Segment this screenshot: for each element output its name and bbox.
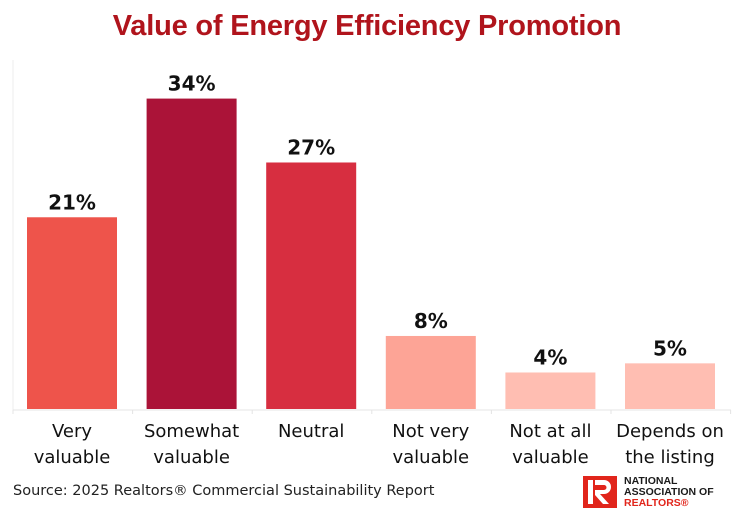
category-label: Somewhat — [144, 421, 239, 442]
category-label: Depends on — [616, 421, 724, 442]
bar — [385, 335, 476, 409]
data-label: 8% — [414, 309, 448, 333]
bar-chart: 21% 34% 27% 8% 4% 5% Very valuable Somewhat valu… — [12, 60, 732, 468]
source-note: Source: 2025 Realtors® Commercial Sustai… — [13, 483, 435, 499]
logo-line-2: ASSOCIATION OF — [624, 485, 714, 498]
bar — [146, 98, 237, 409]
category-label: Very — [52, 421, 92, 442]
nar-logo: NATIONAL ASSOCIATION OF REALTORS® — [583, 475, 714, 509]
data-label: 5% — [653, 336, 687, 360]
category-label: valuable — [392, 447, 469, 468]
category-label: valuable — [153, 447, 230, 468]
bar — [27, 217, 117, 409]
bar — [266, 162, 357, 409]
logo-line-3: REALTORS® — [624, 496, 689, 509]
data-label: 34% — [168, 72, 216, 96]
realtor-r-icon — [583, 476, 617, 508]
category-label: Not very — [392, 421, 469, 442]
category-label: valuable — [512, 447, 589, 468]
category-label: the listing — [625, 447, 715, 468]
logo-line-1: NATIONAL — [624, 474, 678, 487]
data-label: 21% — [48, 190, 96, 214]
category-label: Not at all — [509, 421, 591, 442]
data-label: 27% — [287, 135, 335, 159]
logo-text: NATIONAL ASSOCIATION OF REALTORS® — [624, 474, 714, 509]
bar — [505, 372, 596, 409]
chart-title: Value of Energy Efficiency Promotion — [112, 10, 622, 42]
data-label: 4% — [533, 345, 567, 369]
category-label: valuable — [34, 447, 111, 468]
category-label: Neutral — [278, 421, 344, 442]
bar — [625, 363, 715, 409]
